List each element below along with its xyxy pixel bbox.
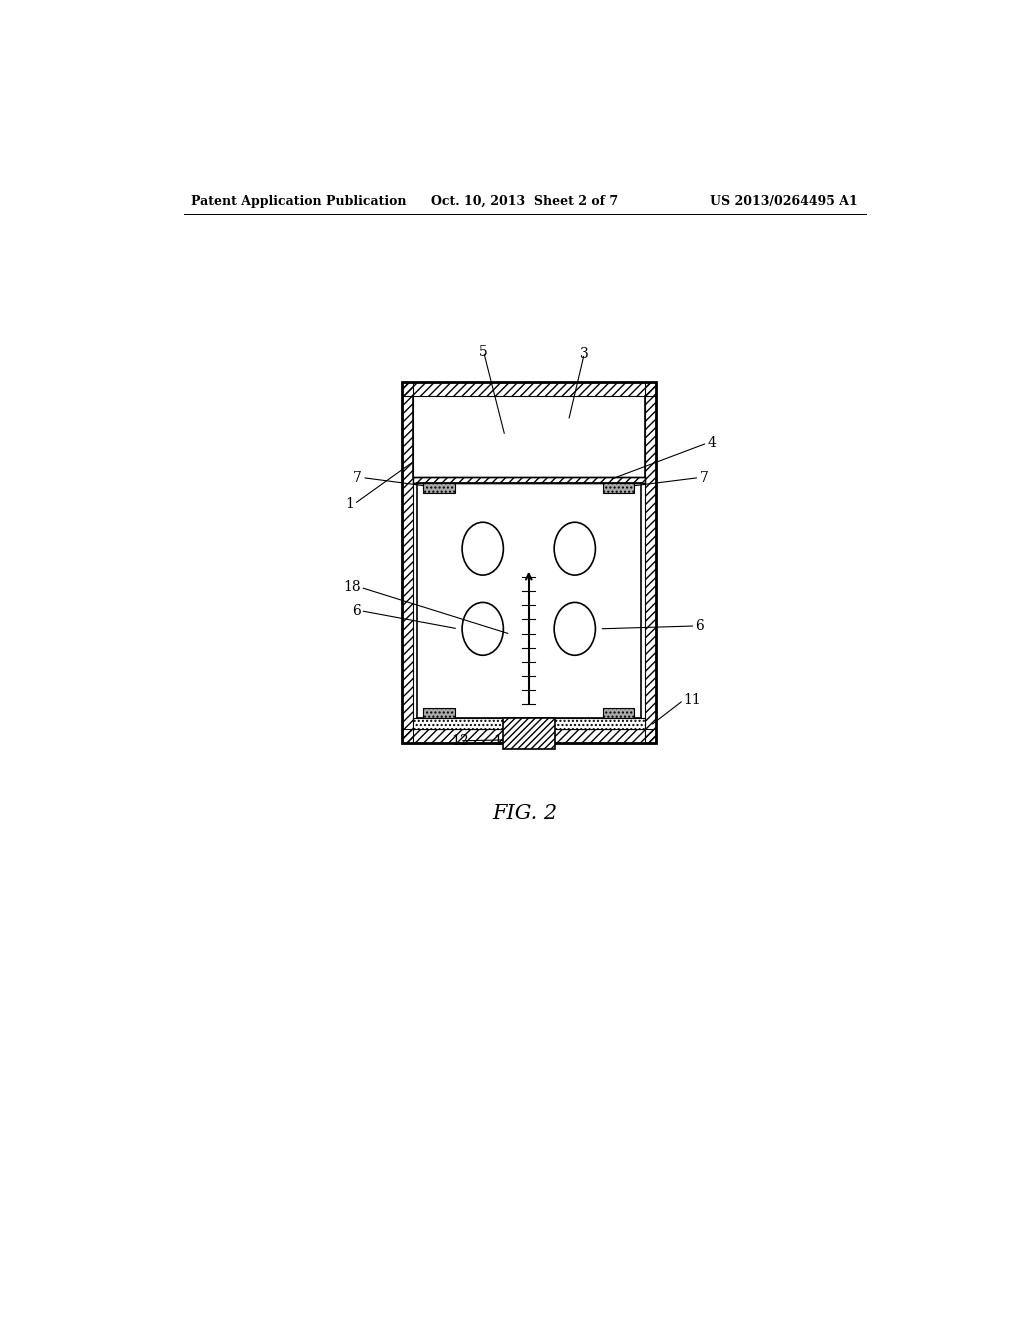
Bar [401,729,655,743]
Bar [401,381,655,743]
Text: 6: 6 [695,619,705,634]
Bar [423,709,455,718]
Bar [602,483,634,492]
Text: 5: 5 [479,345,487,359]
Text: 11: 11 [684,693,701,708]
Text: 4: 4 [708,436,716,450]
Text: 7: 7 [353,470,362,484]
Text: 12: 12 [451,734,469,748]
Text: 3: 3 [580,347,589,360]
Text: US 2013/0264495 A1: US 2013/0264495 A1 [711,195,858,209]
Text: 6: 6 [352,603,360,618]
Text: 10: 10 [494,734,511,748]
Text: 18: 18 [343,581,360,594]
Bar [401,381,413,743]
Text: 7: 7 [699,470,709,484]
Bar [413,477,645,483]
Text: Oct. 10, 2013  Sheet 2 of 7: Oct. 10, 2013 Sheet 2 of 7 [431,195,618,209]
Text: FIG. 2: FIG. 2 [493,804,557,824]
Bar [401,381,655,396]
Bar [503,718,555,748]
Text: 1: 1 [345,496,354,511]
Bar [423,483,455,492]
Bar [645,381,655,743]
Bar [602,709,634,718]
Bar [413,718,645,729]
Text: Patent Application Publication: Patent Application Publication [191,195,407,209]
